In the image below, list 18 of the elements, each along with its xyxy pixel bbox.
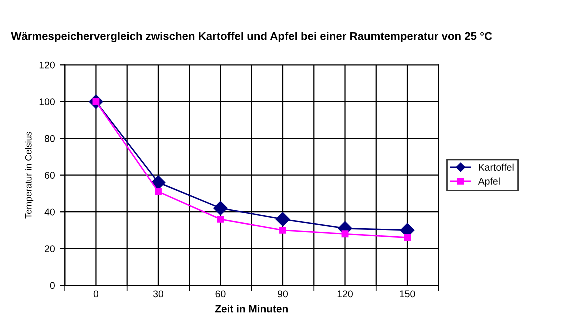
x-tick-label: 0 [94, 290, 99, 298]
y-tick-label: 80 [44, 135, 55, 142]
y-tick-label: 100 [40, 98, 55, 106]
legend-label: Apfel [478, 178, 500, 187]
y-tick-label: 40 [44, 208, 55, 216]
x-tick-label: 120 [338, 290, 353, 298]
y-tick-label: 120 [40, 62, 55, 69]
y-tick-label: 0 [50, 282, 55, 290]
y-axis-title: Temperatur in Celsius [25, 132, 34, 219]
x-tick-label: 150 [400, 290, 416, 298]
chart-title: Wärmespeichervergleich zwischen Kartoffel und Apfel bei einer Raumtemperatur von 25 °C [11, 32, 492, 42]
legend-label: Kartoffel [479, 164, 514, 171]
x-tick-label: 90 [278, 290, 288, 298]
x-axis-title: Zeit in Minuten [215, 305, 288, 313]
x-tick-label: 30 [153, 290, 164, 298]
y-tick-label: 60 [45, 172, 55, 179]
y-tick-label: 20 [45, 246, 55, 252]
x-tick-label: 60 [216, 290, 226, 298]
